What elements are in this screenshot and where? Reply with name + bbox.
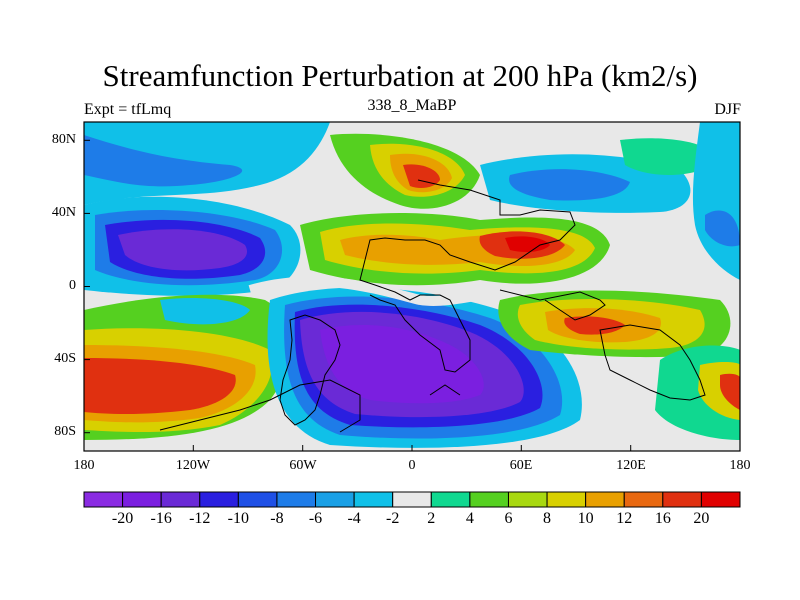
colorbar-swatch — [315, 491, 355, 508]
contour-purple-pacific — [118, 229, 248, 271]
colorbar-tick-label: 2 — [427, 510, 436, 527]
contour-blue-nw — [84, 135, 243, 187]
lon-tick-120e: 120E — [616, 458, 646, 473]
colorbar-swatch — [276, 491, 317, 508]
colorbar-swatch — [122, 491, 162, 508]
colorbar-swatch — [546, 491, 587, 508]
colorbar-swatch — [83, 491, 124, 508]
contour-blue-siberia — [509, 169, 630, 201]
experiment-label: Expt = tfLmq — [84, 101, 172, 118]
colorbar-swatch — [237, 491, 278, 508]
contour-dred-asia — [505, 236, 550, 253]
contour-red-sepac — [720, 373, 740, 410]
colorbar-swatch — [430, 491, 471, 508]
lon-tick-60w: 60W — [289, 458, 317, 473]
colorbar-tick-label: -4 — [347, 510, 361, 527]
colorbar-tick-label: 4 — [465, 510, 474, 527]
lat-tick-40S: 40S — [54, 351, 76, 366]
coastlines — [159, 179, 706, 433]
colorbar-swatch — [507, 491, 548, 508]
contour-red-indian — [564, 316, 625, 335]
contour-fields — [84, 122, 740, 448]
contour-red-europe — [403, 164, 440, 188]
lon-tick-0: 0 — [408, 458, 416, 473]
lon-tick-60e: 60E — [509, 458, 533, 473]
colorbar-swatch — [469, 491, 509, 508]
colorbar-tick-label: 16 — [654, 510, 671, 527]
colorbar-swatch — [662, 491, 702, 508]
colorbar-tick-label: -12 — [189, 510, 211, 527]
colorbar-tick-label: 12 — [616, 510, 633, 527]
contour-red-sw — [84, 358, 236, 414]
contour-grey-lane — [248, 276, 521, 306]
colorbar-tick-label: -10 — [227, 510, 249, 527]
lat-tick-0: 0 — [69, 278, 76, 293]
colorbar-swatch — [585, 491, 625, 508]
colorbar — [83, 491, 741, 508]
colorbar-swatch — [160, 491, 201, 508]
colorbar-swatch — [623, 491, 664, 508]
lat-tick-80N: 80N — [51, 132, 76, 147]
lon-tick-180e: 180 — [729, 458, 751, 473]
plot-title: Streamfunction Perturbation at 200 hPa (… — [102, 58, 698, 93]
colorbar-tick-label: -2 — [386, 510, 400, 527]
axis-ticks — [83, 139, 741, 451]
colorbar-tick-label: 8 — [543, 510, 552, 527]
case-label: 338_8_MaBP — [367, 97, 457, 114]
colorbar-tick-label: 20 — [693, 510, 710, 527]
colorbar-tick-label: -16 — [150, 510, 172, 527]
lat-tick-40N: 40N — [51, 205, 76, 220]
colorbar-tick-label: 6 — [504, 510, 513, 527]
lon-tick-180w: 180 — [73, 458, 95, 473]
contour-blue-npac — [705, 210, 740, 247]
lat-tick-80S: 80S — [54, 424, 76, 439]
colorbar-tick-label: -8 — [270, 510, 284, 527]
lon-tick-120w: 120W — [175, 458, 211, 473]
colorbar-swatch — [353, 491, 394, 508]
colorbar-tick-label: -6 — [308, 510, 323, 527]
contour-violet-central — [320, 325, 484, 404]
colorbar-swatch — [392, 491, 432, 508]
contour-cyan-sw — [160, 298, 250, 325]
colorbar-tick-label: 10 — [577, 510, 594, 527]
colorbar-swatch — [199, 491, 239, 508]
season-label: DJF — [714, 101, 741, 118]
colorbar-tick-label: -20 — [111, 510, 134, 527]
colorbar-swatch — [700, 491, 741, 508]
